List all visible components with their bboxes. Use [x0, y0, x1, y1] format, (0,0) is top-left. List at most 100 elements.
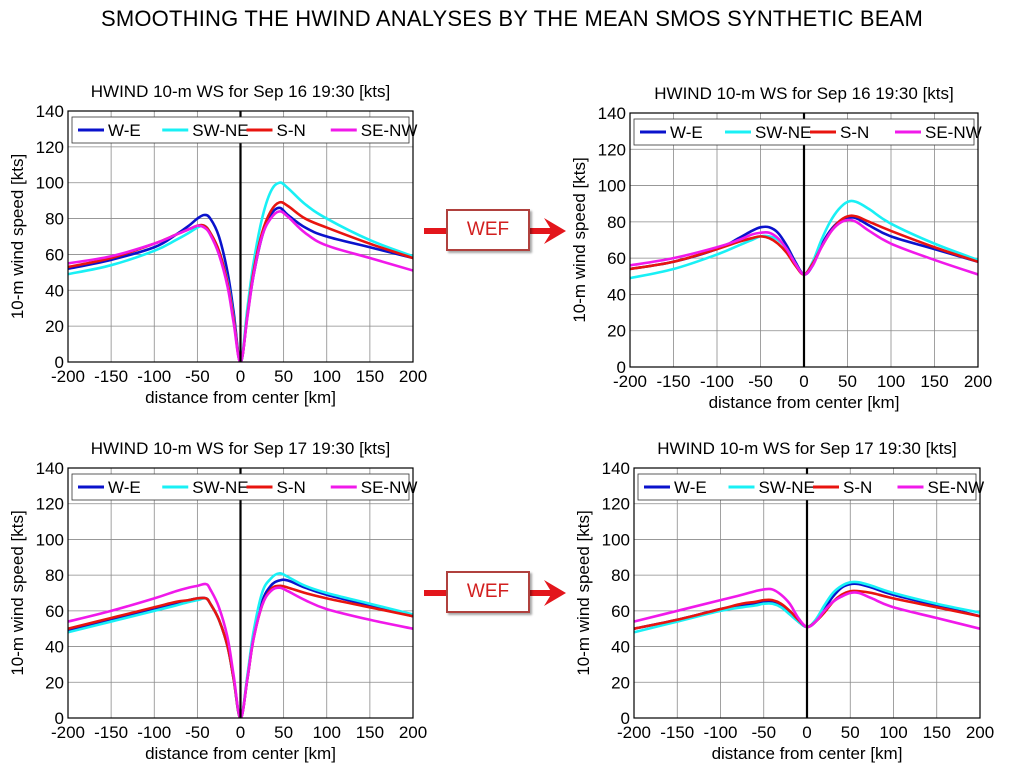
legend-label: S-N	[277, 478, 306, 497]
legend-label: SW-NE	[755, 123, 811, 142]
x-axis-label: distance from center [km]	[145, 744, 336, 763]
wef-label: WEF	[446, 209, 530, 251]
y-tick-label: 80	[45, 566, 64, 585]
y-axis-label: 10-m wind speed [kts]	[8, 510, 27, 675]
chart-svg: HWIND 10-m WS for Sep 16 19:30 [kts] -200…	[8, 82, 427, 407]
chart-panel-sep17-original: HWIND 10-m WS for Sep 17 19:30 [kts] -200…	[0, 426, 430, 768]
y-tick-label: 60	[45, 602, 64, 621]
x-tick-label: -150	[660, 723, 694, 742]
y-tick-label: 100	[598, 177, 626, 196]
y-tick-label: 120	[598, 140, 626, 159]
x-tick-label: 50	[274, 367, 293, 386]
legend-label: SW-NE	[759, 478, 815, 497]
x-tick-label: 150	[923, 723, 951, 742]
chart-title: HWIND 10-m WS for Sep 17 19:30 [kts]	[91, 439, 390, 458]
y-tick-label: 140	[36, 102, 64, 121]
legend-label: W-E	[670, 123, 703, 142]
y-tick-label: 40	[611, 638, 630, 657]
x-tick-label: 150	[356, 723, 384, 742]
y-tick-label: 60	[607, 249, 626, 268]
y-tick-label: 20	[45, 317, 64, 336]
legend-label: S-N	[840, 123, 869, 142]
y-tick-label: 20	[611, 673, 630, 692]
y-tick-label: 0	[55, 353, 64, 372]
chart-svg: HWIND 10-m WS for Sep 17 19:30 [kts] -200…	[574, 439, 994, 763]
x-tick-label: 50	[274, 723, 293, 742]
x-tick-label: -200	[613, 372, 647, 391]
x-tick-label: 100	[879, 723, 907, 742]
y-axis-label: 10-m wind speed [kts]	[574, 510, 593, 675]
x-axis-label: distance from center [km]	[712, 744, 903, 763]
series-group	[68, 572, 413, 718]
legend-label: W-E	[108, 478, 141, 497]
x-axis-label: distance from center [km]	[145, 388, 336, 407]
y-tick-label: 40	[607, 285, 626, 304]
chart-panel-sep16-original: HWIND 10-m WS for Sep 16 19:30 [kts] -200…	[0, 70, 430, 415]
y-tick-label: 60	[611, 602, 630, 621]
legend-label: SE-NW	[925, 123, 982, 142]
y-tick-label: 80	[611, 566, 630, 585]
wef-label: WEF	[446, 571, 530, 613]
x-tick-label: 100	[877, 372, 905, 391]
y-tick-label: 80	[45, 210, 64, 229]
legend-label: W-E	[108, 121, 141, 140]
y-tick-label: 120	[602, 495, 630, 514]
x-tick-label: 200	[399, 367, 427, 386]
y-tick-label: 20	[45, 673, 64, 692]
y-tick-label: 140	[36, 459, 64, 478]
y-tick-label: 40	[45, 281, 64, 300]
x-tick-label: -150	[656, 372, 690, 391]
plot-border	[67, 110, 414, 363]
x-tick-label: -150	[94, 723, 128, 742]
red-arrow-icon	[424, 218, 566, 244]
series-group	[68, 181, 413, 362]
x-tick-label: -50	[748, 372, 773, 391]
y-tick-label: 0	[617, 358, 626, 377]
x-tick-label: -50	[185, 367, 210, 386]
x-axis-label: distance from center [km]	[709, 393, 900, 412]
chart-panel-sep17-smoothed: HWIND 10-m WS for Sep 17 19:30 [kts] -200…	[566, 426, 996, 768]
plot-border	[629, 112, 979, 368]
y-tick-label: 100	[602, 530, 630, 549]
chart-svg: HWIND 10-m WS for Sep 17 19:30 [kts] -200…	[8, 439, 427, 763]
chart-title: HWIND 10-m WS for Sep 16 19:30 [kts]	[91, 82, 390, 101]
x-tick-label: -100	[700, 372, 734, 391]
x-tick-label: -100	[137, 723, 171, 742]
y-axis-label: 10-m wind speed [kts]	[570, 157, 589, 322]
chart-panel-sep16-smoothed: HWIND 10-m WS for Sep 16 19:30 [kts] -200…	[562, 70, 992, 415]
legend-label: SE-NW	[361, 121, 418, 140]
x-tick-label: -200	[51, 367, 85, 386]
series-line-se-nw	[68, 210, 413, 362]
plot-border	[67, 467, 414, 719]
x-tick-label: 100	[313, 723, 341, 742]
legend-label: SE-NW	[361, 478, 418, 497]
x-tick-label: -50	[751, 723, 776, 742]
legend-label: S-N	[843, 478, 872, 497]
chart-title: HWIND 10-m WS for Sep 16 19:30 [kts]	[654, 84, 953, 103]
x-tick-label: 200	[399, 723, 427, 742]
chart-svg: HWIND 10-m WS for Sep 16 19:30 [kts] -200…	[570, 84, 992, 412]
y-tick-label: 140	[598, 104, 626, 123]
y-tick-label: 120	[36, 138, 64, 157]
y-tick-label: 140	[602, 459, 630, 478]
x-tick-label: -50	[185, 723, 210, 742]
wef-arrow-bottom: WEF	[420, 567, 570, 617]
plot-border	[633, 467, 981, 719]
x-tick-label: 0	[236, 367, 245, 386]
x-tick-label: 150	[920, 372, 948, 391]
x-tick-label: 200	[966, 723, 994, 742]
x-tick-label: 50	[838, 372, 857, 391]
series-line-se-nw	[68, 582, 413, 718]
x-tick-label: 100	[313, 367, 341, 386]
page-title: SMOOTHING THE HWIND ANALYSES BY THE MEAN…	[100, 6, 924, 31]
x-tick-label: 0	[799, 372, 808, 391]
x-tick-label: 200	[964, 372, 992, 391]
legend-label: S-N	[277, 121, 306, 140]
legend-label: W-E	[674, 478, 707, 497]
chart-title: HWIND 10-m WS for Sep 17 19:30 [kts]	[657, 439, 956, 458]
legend-label: SW-NE	[192, 121, 248, 140]
legend-label: SE-NW	[928, 478, 985, 497]
y-tick-label: 100	[36, 530, 64, 549]
x-tick-label: 150	[356, 367, 384, 386]
y-tick-label: 100	[36, 174, 64, 193]
